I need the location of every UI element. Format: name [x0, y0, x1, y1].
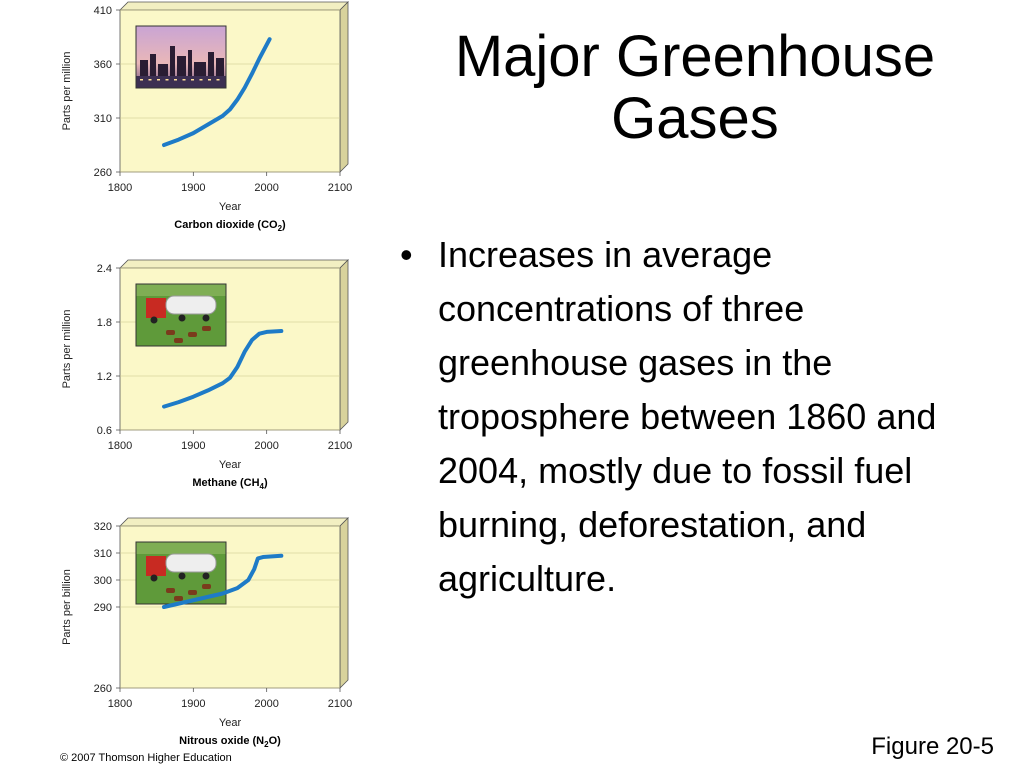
gas-name-label: Nitrous oxide (N2O) [179, 735, 281, 749]
data-point [177, 400, 180, 404]
x-tick-label: 2000 [254, 182, 278, 194]
data-point [243, 86, 246, 89]
x-axis-label: Year [219, 717, 242, 729]
nitrous-oxide-chart: 260 290 300 310 320 1800 1900 2000 2100 Parts per… [50, 516, 360, 766]
data-point [192, 395, 195, 398]
y-axis-label: Parts per million [61, 310, 73, 389]
data-point [206, 123, 210, 126]
data-point [177, 138, 180, 141]
y-tick-label: 290 [94, 602, 112, 614]
data-point [206, 389, 210, 392]
data-point [247, 578, 250, 582]
panel-side-face [339, 1, 349, 173]
nitrous-oxide-chart-svg: 260 290 300 310 320 1800 1900 2000 2100 Parts per… [61, 517, 352, 749]
data-point [265, 330, 268, 334]
data-point [250, 72, 254, 75]
data-point [253, 568, 256, 571]
series-line [162, 329, 284, 409]
data-point [243, 350, 246, 353]
data-point [258, 57, 261, 60]
x-tick-label: 2100 [328, 698, 352, 710]
tanker-truck-cattle-photo [135, 541, 227, 605]
x-tick-label: 1900 [181, 440, 205, 452]
data-point [221, 114, 224, 118]
co2-chart: 260 310 360 410 1800 1900 2000 2100 Parts per mi… [50, 0, 360, 250]
data-point [221, 592, 224, 595]
x-tick-label: 1800 [108, 182, 132, 194]
x-axis-label: Year [219, 201, 242, 213]
x-tick-label: 2100 [328, 440, 352, 452]
y-tick-label: 0.6 [97, 425, 112, 437]
data-point [221, 382, 224, 385]
y-tick-label: 320 [94, 521, 112, 533]
y-tick-label: 300 [94, 575, 112, 587]
data-point [162, 143, 166, 147]
y-axis-label: Parts per million [61, 52, 73, 131]
y-tick-label: 310 [94, 113, 112, 125]
x-tick-label: 1900 [181, 698, 205, 710]
bullet-mark: • [400, 234, 413, 275]
bullet-item: • Increases in average concentrations of… [400, 228, 1000, 606]
copyright-notice: © 2007 Thomson Higher Education [60, 752, 232, 764]
x-tick-label: 1800 [108, 698, 132, 710]
y-tick-label: 360 [94, 59, 112, 71]
x-tick-label: 1800 [108, 440, 132, 452]
tanker-truck-cattle-photo [135, 283, 227, 347]
y-axis-label: Parts per billion [61, 569, 73, 645]
data-point [228, 108, 232, 111]
x-axis-label: Year [219, 459, 242, 471]
data-point [236, 365, 239, 369]
co2-chart-svg: 260 310 360 410 1800 1900 2000 2100 Parts per mi… [61, 1, 352, 233]
y-tick-label: 410 [94, 5, 112, 17]
figure-label: Figure 20-5 [871, 733, 994, 760]
industrial-skyline-photo [135, 25, 227, 89]
bullet-list: • Increases in average concentrations of… [400, 228, 1000, 606]
y-tick-label: 1.8 [97, 317, 112, 329]
y-tick-label: 2.4 [97, 263, 112, 275]
methane-chart-svg: 0.6 1.2 1.8 2.4 1800 1900 2000 2100 Parts per mi… [61, 259, 352, 491]
gas-name-label: Carbon dioxide (CO2) [174, 219, 286, 233]
y-tick-label: 260 [94, 683, 112, 695]
x-tick-label: 2100 [328, 182, 352, 194]
x-tick-label: 2000 [254, 440, 278, 452]
data-point [236, 586, 239, 590]
data-point [280, 329, 283, 333]
methane-chart: 0.6 1.2 1.8 2.4 1800 1900 2000 2100 Parts per mi… [50, 258, 360, 508]
bullet-text: Increases in average concentrations of t… [438, 234, 937, 599]
data-point [192, 131, 195, 135]
data-point [256, 557, 260, 560]
y-tick-label: 310 [94, 548, 112, 560]
y-tick-label: 1.2 [97, 371, 112, 383]
data-point [250, 338, 254, 342]
x-tick-label: 1900 [181, 182, 205, 194]
panel-side-face [339, 259, 349, 431]
data-point [258, 332, 261, 335]
slide-title-line: Gases [611, 86, 779, 151]
data-point [162, 405, 166, 408]
data-point [280, 554, 283, 557]
gas-name-label: Methane (CH4) [192, 477, 268, 491]
data-point [236, 98, 239, 101]
data-point [268, 37, 271, 41]
y-tick-label: 260 [94, 167, 112, 179]
panel-top-face [119, 517, 349, 527]
x-tick-label: 2000 [254, 698, 278, 710]
data-point [192, 599, 195, 602]
data-point [228, 376, 232, 379]
panel-side-face [339, 517, 349, 689]
panel-top-face [119, 1, 349, 11]
panel-top-face [119, 259, 349, 269]
slide-title: Major Greenhouse Gases [400, 26, 990, 150]
data-point [261, 555, 265, 559]
slide-title-line: Major Greenhouse [454, 24, 936, 89]
data-point [162, 605, 166, 609]
